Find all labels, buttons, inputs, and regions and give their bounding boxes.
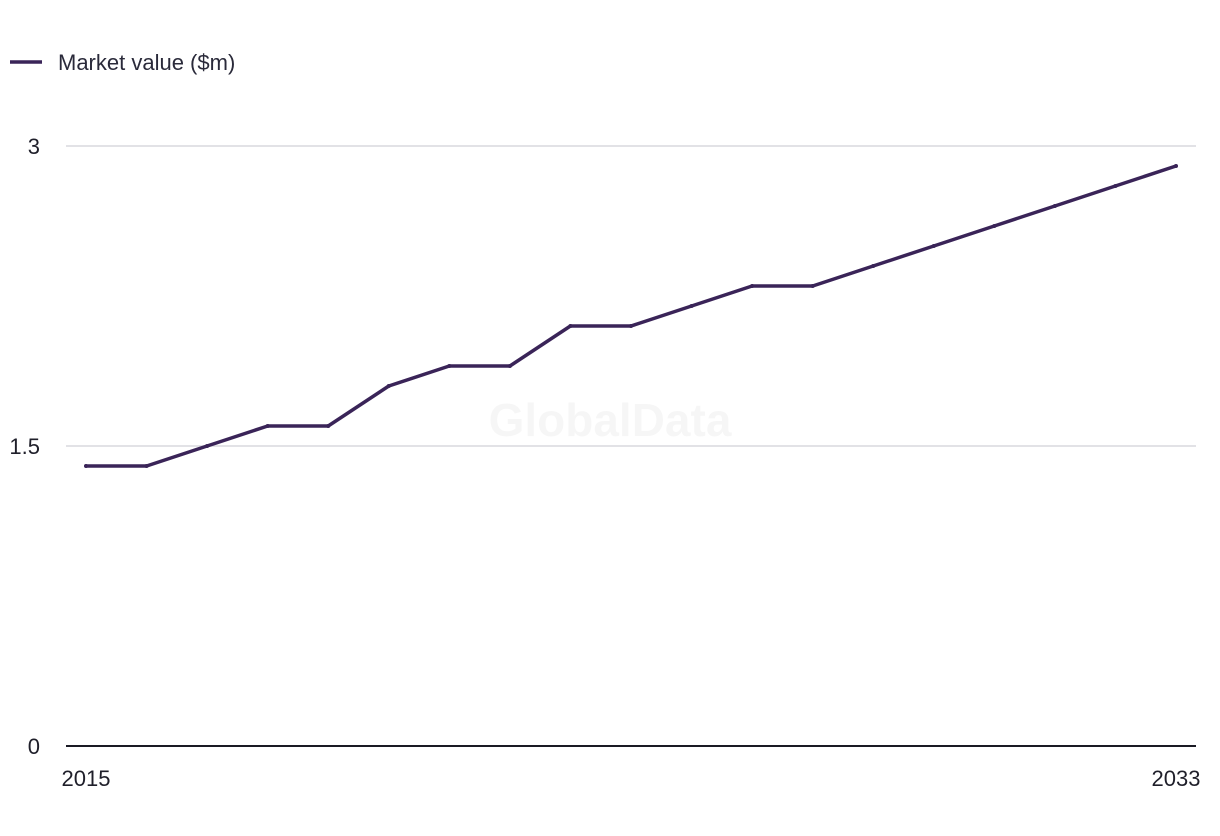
data-point — [507, 364, 512, 368]
y-tick-label: 3 — [28, 134, 40, 159]
data-point — [629, 324, 633, 328]
data-point — [1113, 184, 1118, 188]
data-point — [871, 264, 876, 268]
y-tick-label: 1.5 — [9, 434, 40, 459]
data-point — [568, 324, 573, 328]
gridlines — [66, 145, 1196, 447]
data-point — [265, 424, 270, 428]
data-point — [84, 464, 88, 468]
data-point — [326, 424, 331, 428]
data-point — [750, 284, 755, 288]
data-point — [144, 464, 149, 468]
legend: Market value ($m) — [10, 50, 235, 75]
y-tick-label: 0 — [28, 734, 40, 759]
data-point — [992, 224, 997, 228]
data-point — [1052, 204, 1057, 208]
x-tick-label: 2033 — [1152, 766, 1201, 791]
x-axis-ticks: 2015 2033 — [62, 766, 1201, 791]
x-tick-label: 2015 — [62, 766, 111, 791]
data-point — [931, 244, 936, 248]
legend-label: Market value ($m) — [58, 50, 235, 75]
data-point — [1174, 164, 1178, 168]
watermark: GlobalData — [489, 394, 732, 446]
data-point — [205, 444, 210, 448]
data-point — [447, 364, 452, 368]
series-layer — [84, 164, 1178, 468]
y-axis-ticks: 3 1.5 0 — [9, 134, 40, 759]
data-point — [810, 284, 815, 288]
data-point — [386, 384, 391, 388]
data-point — [689, 304, 694, 308]
